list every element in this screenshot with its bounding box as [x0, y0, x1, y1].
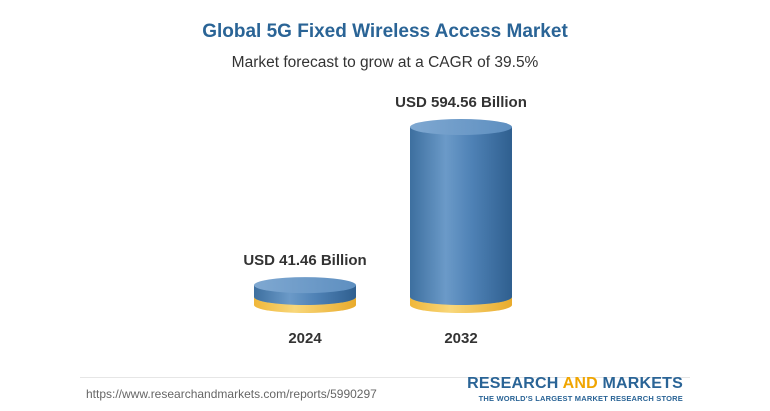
data-label-2024: USD 41.46 Billion	[243, 252, 366, 269]
data-label-2032: USD 594.56 Billion	[395, 94, 527, 111]
logo-word-research: RESEARCH	[467, 375, 559, 392]
chart-subtitle: Market forecast to grow at a CAGR of 39.…	[231, 54, 539, 71]
bar-top-2032	[410, 119, 512, 135]
category-label-2024: 2024	[288, 330, 322, 347]
logo-word-markets: MARKETS	[602, 375, 683, 392]
research-and-markets-logo[interactable]: RESEARCH AND MARKETS THE WORLD'S LARGEST…	[445, 375, 683, 404]
chart-title: Global 5G Fixed Wireless Access Market	[202, 21, 568, 42]
bar-top-2024	[254, 277, 356, 294]
logo-tagline: THE WORLD'S LARGEST MARKET RESEARCH STOR…	[478, 394, 683, 403]
source-link[interactable]: https://www.researchandmarkets.com/repor…	[86, 387, 377, 401]
logo-word-and: AND	[562, 375, 598, 392]
category-label-2032: 2032	[444, 330, 477, 347]
bar-body-2032	[410, 127, 512, 305]
footer-divider	[80, 377, 690, 378]
logo-wordmark: RESEARCH AND MARKETS	[445, 375, 683, 393]
